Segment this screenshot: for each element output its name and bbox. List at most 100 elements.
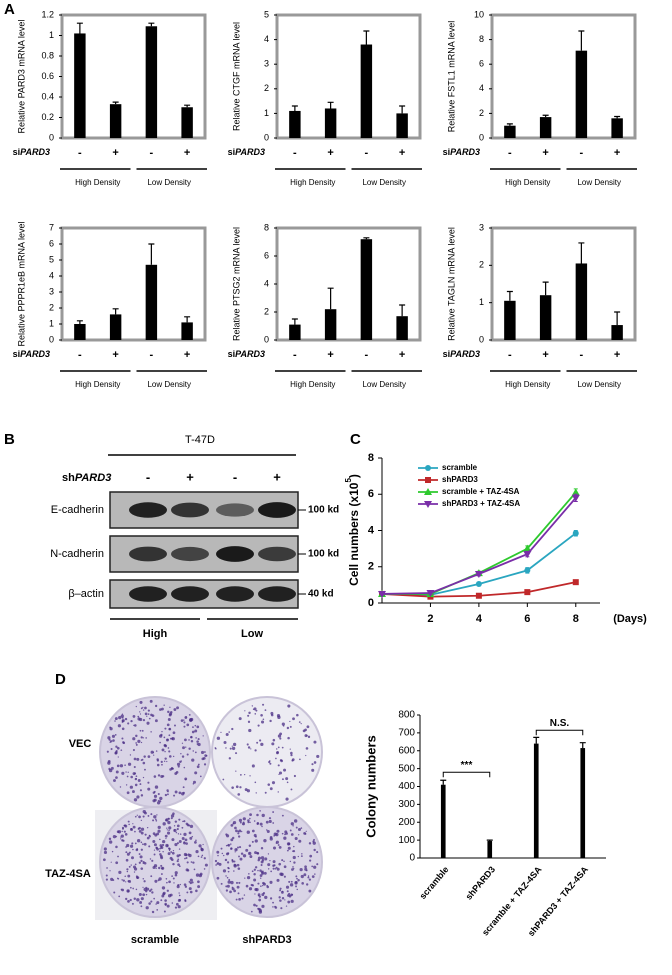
colony-dot xyxy=(297,855,299,858)
colony-dot xyxy=(251,705,254,707)
colony-dot xyxy=(161,894,165,898)
row-label-prefix: si xyxy=(443,147,451,157)
colony-dot xyxy=(150,713,153,717)
bar xyxy=(289,110,301,138)
colony-dot xyxy=(291,759,294,762)
y-tick-label: 0.8 xyxy=(41,50,54,60)
colony-dot xyxy=(168,826,172,830)
colony-dot xyxy=(236,848,238,850)
colony-dot xyxy=(138,826,141,830)
annotation: N.S. xyxy=(550,718,570,729)
colony-dot xyxy=(142,815,145,818)
colony-dot xyxy=(177,863,180,866)
row-label-prefix: sh xyxy=(62,472,75,484)
colony-dot xyxy=(160,760,163,764)
colony-dot xyxy=(253,868,256,871)
y-axis-label: Relative CTGF mRNA level xyxy=(231,22,241,131)
colony-dot xyxy=(163,910,166,913)
colony-dot xyxy=(232,820,237,825)
colony-dot xyxy=(293,819,298,823)
colony-dot xyxy=(126,791,130,795)
colony-dot xyxy=(264,895,268,900)
colony-dot xyxy=(284,899,286,901)
plate xyxy=(211,696,323,808)
colony-dot xyxy=(181,742,184,744)
colony-dot xyxy=(129,898,132,902)
colony-dot xyxy=(162,839,166,844)
lane-label: - xyxy=(233,469,237,484)
colony-dot xyxy=(181,792,185,796)
colony-dot xyxy=(125,784,128,786)
colony-dot xyxy=(121,826,125,829)
colony-dot xyxy=(238,855,240,858)
colony-dot xyxy=(121,830,123,833)
colony-dot xyxy=(200,856,203,858)
colony-dot xyxy=(143,842,147,846)
colony-dot xyxy=(204,863,208,867)
colony-dot xyxy=(290,788,293,791)
colony-dot xyxy=(161,866,165,870)
colony-dot xyxy=(231,887,235,891)
row-label-gene: PARD3 xyxy=(20,147,50,157)
colony-dot xyxy=(147,713,150,715)
colony-dot xyxy=(272,738,276,742)
colony-dot xyxy=(142,706,144,708)
colony-dot xyxy=(185,746,187,748)
series-line xyxy=(381,497,577,595)
blot-band xyxy=(258,586,296,602)
colony-dot xyxy=(279,889,282,892)
colony-dot xyxy=(285,777,289,781)
colony-dot xyxy=(140,905,143,908)
colony-dot xyxy=(281,814,284,817)
colony-dot xyxy=(216,876,220,880)
colony-dot xyxy=(188,880,191,883)
colony-dot xyxy=(140,848,143,851)
error-bar xyxy=(542,114,549,118)
colony-dot xyxy=(135,778,137,780)
bar xyxy=(396,316,408,340)
colony-dot xyxy=(232,742,237,747)
colony-dot xyxy=(295,875,298,878)
colony-dot xyxy=(275,757,277,760)
colony-dot xyxy=(173,825,176,827)
colony-dot xyxy=(177,765,180,768)
colony-dot xyxy=(134,842,137,845)
colony-dot xyxy=(142,719,146,722)
colony-dot xyxy=(156,763,160,767)
colony-dot xyxy=(236,885,240,889)
row-label-prefix: si xyxy=(228,349,236,359)
colony-dot xyxy=(181,836,185,840)
colony-dot xyxy=(237,793,241,796)
colony-dot xyxy=(298,834,300,836)
colony-dot xyxy=(248,728,252,733)
colony-dot xyxy=(123,830,126,833)
error-bar xyxy=(112,101,119,105)
point xyxy=(475,592,482,599)
colony-dot xyxy=(157,866,161,870)
blot-band xyxy=(216,586,254,602)
colony-dot xyxy=(128,865,131,868)
colony-dot xyxy=(153,897,155,900)
colony-dot xyxy=(272,860,276,864)
colony-dot xyxy=(118,715,122,720)
colony-dot xyxy=(186,723,190,727)
colony-dot xyxy=(166,789,169,792)
colony-dot xyxy=(300,722,302,725)
colony-dot xyxy=(151,910,155,914)
colony-dot xyxy=(103,850,108,855)
y-tick-label: 2 xyxy=(479,108,484,118)
colony-dot xyxy=(190,735,193,739)
colony-dot xyxy=(238,881,241,884)
colony-dot xyxy=(248,711,251,715)
colony-dot xyxy=(174,906,178,909)
colony-dot xyxy=(115,770,119,774)
error-bar xyxy=(533,736,540,744)
colony-dot xyxy=(244,710,246,712)
colony-dot xyxy=(289,725,292,728)
colony-dot xyxy=(234,826,237,830)
colony-dot xyxy=(150,888,153,891)
colony-dot xyxy=(148,845,151,848)
colony-dot xyxy=(191,835,194,838)
colony-dot xyxy=(253,820,256,822)
